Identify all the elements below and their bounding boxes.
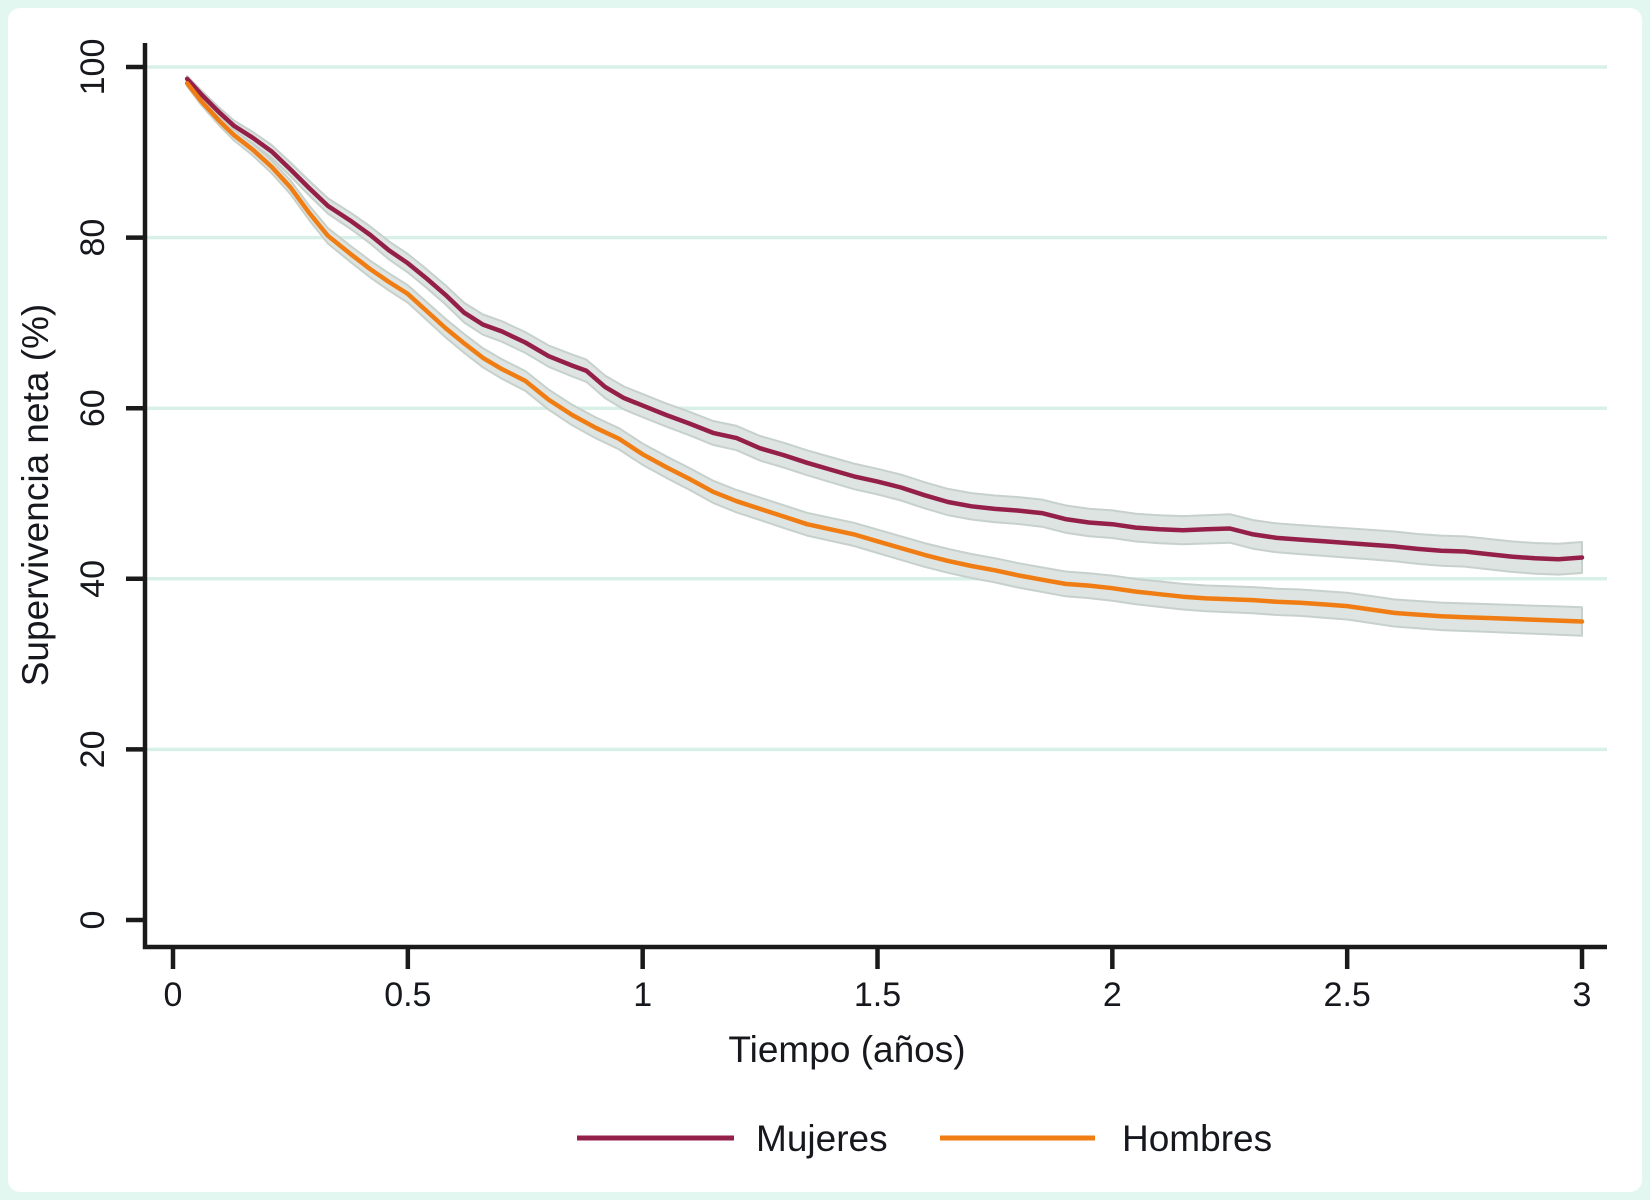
- y-tick-label-0: 0: [74, 911, 112, 930]
- gridlines: [147, 65, 1607, 752]
- curve-mujeres: [184, 76, 1585, 562]
- x-tick-label-1.5: 1.5: [854, 976, 901, 1014]
- y-tick-label-60: 60: [74, 389, 112, 427]
- x-axis-title: Tiempo (años): [728, 1029, 965, 1070]
- x-tick-label-1: 1: [633, 976, 652, 1014]
- y-axis-title: Supervivencia neta (%): [15, 304, 56, 687]
- y-tick-label-80: 80: [74, 219, 112, 257]
- curve-hombres: [184, 80, 1585, 624]
- axis-lines: [142, 43, 1607, 950]
- y-tick-label-20: 20: [74, 730, 112, 768]
- x-tick-label-2: 2: [1103, 976, 1122, 1014]
- confidence-bands: [186, 75, 1583, 637]
- legend: Mujeres Hombres: [577, 1118, 1272, 1159]
- legend-label-hombres: Hombres: [1122, 1118, 1272, 1159]
- x-tick-label-0.5: 0.5: [384, 976, 431, 1014]
- survival-curves: [184, 76, 1585, 624]
- ci-band-hombres: [186, 79, 1583, 637]
- axes: [142, 43, 1607, 950]
- y-tick-label-100: 100: [74, 39, 112, 96]
- x-tick-label-2.5: 2.5: [1324, 976, 1371, 1014]
- legend-label-mujeres: Mujeres: [756, 1118, 888, 1159]
- x-tick-label-0: 0: [164, 976, 183, 1014]
- tick-marks-and-labels: 0 20 40 60 80 100 0 0.5 1 1.5 2 2.5 3: [74, 39, 1591, 1014]
- ci-band-mujeres: [186, 75, 1583, 576]
- y-tick-label-40: 40: [74, 560, 112, 598]
- x-tick-label-3: 3: [1573, 976, 1592, 1014]
